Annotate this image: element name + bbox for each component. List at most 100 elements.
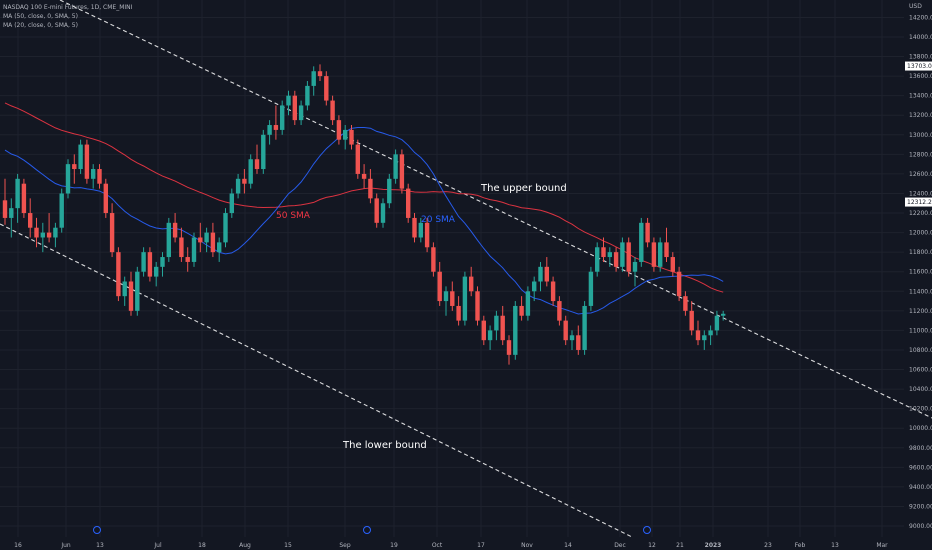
candle-body bbox=[59, 193, 64, 228]
candle-body bbox=[670, 257, 675, 272]
candle-body bbox=[651, 242, 657, 267]
legend-ma50[interactable]: MA (50, close, 0, SMA, 5) bbox=[3, 13, 78, 20]
candle-body bbox=[702, 335, 707, 341]
x-tick-label: 12 bbox=[648, 542, 656, 549]
ma20-series bbox=[4, 127, 724, 315]
candle-body bbox=[229, 193, 234, 214]
candle-body bbox=[387, 178, 392, 204]
candle-body bbox=[361, 173, 367, 179]
price-axis[interactable]: USD 9000.00 9200.00 9400.00 9600.00 9800.00 10… bbox=[905, 3, 932, 530]
y-tick-label: 9200.00 bbox=[909, 503, 932, 510]
event-marker-icon bbox=[643, 526, 651, 534]
candle-body bbox=[185, 257, 190, 262]
candle-body bbox=[506, 340, 512, 355]
candle-body bbox=[355, 144, 360, 174]
candle-body bbox=[658, 242, 663, 267]
candle-body bbox=[172, 222, 178, 238]
y-tick-label: 14200.00 bbox=[909, 14, 932, 21]
candle-body bbox=[15, 178, 20, 209]
legend-symbol[interactable]: NASDAQ 100 E-mini Futures, 1D, CME_MINI bbox=[3, 4, 133, 11]
candle-body bbox=[223, 213, 228, 243]
candle-body bbox=[298, 105, 304, 121]
candle-body bbox=[424, 222, 430, 248]
candle-body bbox=[166, 222, 171, 258]
candle-body bbox=[135, 271, 140, 311]
candle-body bbox=[128, 281, 134, 311]
x-tick-label: 23 bbox=[764, 542, 772, 549]
candle-body bbox=[46, 232, 52, 238]
candle-body bbox=[267, 125, 272, 135]
lower-bound-label: The lower bound bbox=[342, 440, 427, 451]
candle-body bbox=[538, 266, 543, 282]
candle-body bbox=[198, 237, 203, 243]
candle-body bbox=[72, 164, 77, 170]
candle-body bbox=[525, 291, 531, 316]
candle-body bbox=[475, 291, 480, 321]
event-marker-icon bbox=[363, 526, 371, 534]
x-tick-label: Dec bbox=[614, 542, 626, 549]
x-tick-label: 16 bbox=[14, 542, 22, 549]
price-tag-label: 12312.25 bbox=[907, 199, 932, 206]
candle-body bbox=[191, 237, 197, 262]
candle-body bbox=[210, 232, 216, 253]
candlestick-series bbox=[2, 64, 726, 365]
candle-body bbox=[273, 125, 279, 130]
x-tick-label: 2023 bbox=[705, 542, 722, 549]
upper-bound-line bbox=[59, 0, 932, 419]
candle-body bbox=[248, 159, 253, 184]
y-tick-label: 9600.00 bbox=[909, 464, 932, 471]
candle-body bbox=[103, 183, 108, 214]
y-tick-label: 9800.00 bbox=[909, 445, 932, 452]
y-tick-label: 10200.00 bbox=[909, 406, 932, 413]
y-tick-label: 11800.00 bbox=[909, 249, 932, 256]
candle-body bbox=[607, 252, 612, 258]
price-tag-box bbox=[905, 197, 932, 207]
candle-body bbox=[487, 330, 493, 341]
currency-label: USD bbox=[909, 3, 922, 10]
candle-body bbox=[469, 276, 474, 292]
candle-body bbox=[374, 198, 379, 223]
candle-body bbox=[109, 213, 115, 253]
y-tick-label: 9000.00 bbox=[909, 523, 932, 530]
x-tick-label: Jul bbox=[153, 542, 162, 549]
candle-body bbox=[292, 95, 297, 121]
candle-body bbox=[34, 227, 39, 238]
candle-body bbox=[91, 169, 96, 179]
candle-body bbox=[399, 154, 405, 189]
candle-body bbox=[632, 261, 638, 272]
candle-body bbox=[708, 330, 713, 336]
x-tick-label: Mar bbox=[876, 542, 888, 549]
y-tick-label: 11000.00 bbox=[909, 327, 932, 334]
x-tick-label: Nov bbox=[521, 542, 533, 549]
candle-body bbox=[311, 71, 316, 86]
candle-body bbox=[450, 291, 455, 306]
candle-body bbox=[576, 335, 581, 350]
candle-body bbox=[582, 305, 587, 350]
candle-body bbox=[380, 203, 386, 223]
time-axis[interactable]: 16 Jun 13 Jul 18 Aug 15 Sep 19 Oct 17 Nov 14 Dec 12 21 2… bbox=[14, 526, 888, 550]
candle-body bbox=[261, 134, 266, 170]
y-tick-label: 9400.00 bbox=[909, 484, 932, 491]
candle-body bbox=[280, 105, 285, 130]
trend-channel bbox=[0, 0, 932, 538]
candle-body bbox=[443, 291, 449, 302]
event-marker-icon bbox=[93, 526, 101, 534]
annotations: The upper bound The lower bound 50 SMA 20 S… bbox=[276, 183, 567, 451]
x-tick-label: Aug bbox=[239, 542, 251, 549]
candle-body bbox=[613, 252, 619, 267]
price-tag-box bbox=[905, 61, 932, 71]
y-tick-label: 10800.00 bbox=[909, 347, 932, 354]
x-tick-label: 13 bbox=[96, 542, 104, 549]
candle-body bbox=[557, 301, 562, 321]
candle-body bbox=[324, 76, 329, 101]
candle-body bbox=[456, 305, 461, 321]
candle-body bbox=[569, 335, 575, 341]
x-tick-label: 14 bbox=[564, 542, 572, 549]
candle-body bbox=[418, 222, 423, 238]
x-tick-label: Feb bbox=[795, 542, 806, 549]
legend-ma20[interactable]: MA (20, close, 0, SMA, 5) bbox=[3, 22, 78, 29]
candle-body bbox=[544, 266, 549, 282]
y-tick-label: 12600.00 bbox=[909, 171, 932, 178]
candle-body bbox=[721, 313, 726, 316]
